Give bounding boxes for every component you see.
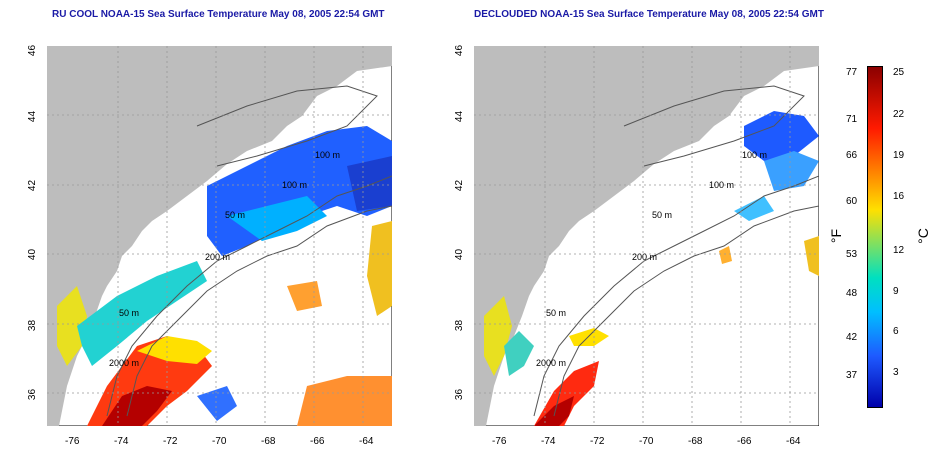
c-tick: 22 [893, 109, 905, 120]
y-tick: 38 [27, 319, 39, 332]
land-mass [47, 46, 392, 426]
contour-label: 200 m [632, 252, 657, 262]
right-map-title: DECLOUDED NOAA-15 Sea Surface Temperatur… [474, 9, 824, 20]
x-tick: -68 [261, 436, 276, 447]
contour-label: 100 m [282, 180, 307, 190]
x-tick: -74 [114, 436, 129, 447]
y-tick: 46 [454, 44, 466, 57]
x-tick: -76 [65, 436, 80, 447]
contour-label: 100 m [709, 180, 734, 190]
x-tick: -70 [212, 436, 227, 447]
y-tick: 44 [454, 110, 466, 123]
y-tick: 40 [454, 248, 466, 261]
right-sst-map: 100 m 100 m 50 m 200 m 50 m 2000 m [473, 45, 820, 427]
x-tick: -70 [639, 436, 654, 447]
contour-label: 50 m [225, 210, 245, 220]
x-tick: -66 [737, 436, 752, 447]
y-tick: 40 [27, 248, 39, 261]
contour-label: 200 m [205, 252, 230, 262]
contour-label: 50 m [652, 210, 672, 220]
fahrenheit-label: °F [828, 228, 845, 244]
y-tick: 38 [454, 319, 466, 332]
x-tick: -64 [359, 436, 374, 447]
contour-label: 100 m [315, 150, 340, 160]
contour-label: 50 m [546, 308, 566, 318]
y-tick: 42 [27, 179, 39, 192]
x-tick: -76 [492, 436, 507, 447]
f-tick: 60 [846, 196, 858, 207]
x-tick: -64 [786, 436, 801, 447]
c-tick: 25 [893, 67, 905, 78]
f-tick: 42 [846, 332, 858, 343]
f-tick: 66 [846, 150, 858, 161]
contour-label: 2000 m [536, 358, 566, 368]
left-map-title: RU COOL NOAA-15 Sea Surface Temperature … [52, 9, 385, 20]
c-tick: 12 [893, 245, 905, 256]
c-tick: 3 [893, 367, 899, 378]
colorbar [867, 66, 883, 408]
x-tick: -68 [688, 436, 703, 447]
contour-label: 50 m [119, 308, 139, 318]
c-tick: 19 [893, 150, 905, 161]
y-tick: 46 [27, 44, 39, 57]
left-sst-map: 100 m 100 m 50 m 200 m 50 m 2000 m [46, 45, 393, 427]
f-tick: 77 [846, 67, 858, 78]
f-tick: 71 [846, 114, 858, 125]
celsius-label: °C [914, 228, 931, 244]
f-tick: 37 [846, 370, 858, 381]
x-tick: -72 [163, 436, 178, 447]
x-tick: -74 [541, 436, 556, 447]
c-tick: 16 [893, 191, 905, 202]
y-tick: 36 [454, 388, 466, 401]
contour-label: 100 m [742, 150, 767, 160]
y-tick: 44 [27, 110, 39, 123]
left-map-panel: 100 m 100 m 50 m 200 m 50 m 2000 m [46, 45, 393, 427]
right-map-panel: 100 m 100 m 50 m 200 m 50 m 2000 m [473, 45, 820, 427]
x-tick: -72 [590, 436, 605, 447]
x-tick: -66 [310, 436, 325, 447]
f-tick: 53 [846, 249, 858, 260]
land-mass [474, 46, 819, 426]
f-tick: 48 [846, 288, 858, 299]
y-tick: 42 [454, 179, 466, 192]
y-tick: 36 [27, 388, 39, 401]
c-tick: 9 [893, 286, 899, 297]
contour-label: 2000 m [109, 358, 139, 368]
c-tick: 6 [893, 326, 899, 337]
